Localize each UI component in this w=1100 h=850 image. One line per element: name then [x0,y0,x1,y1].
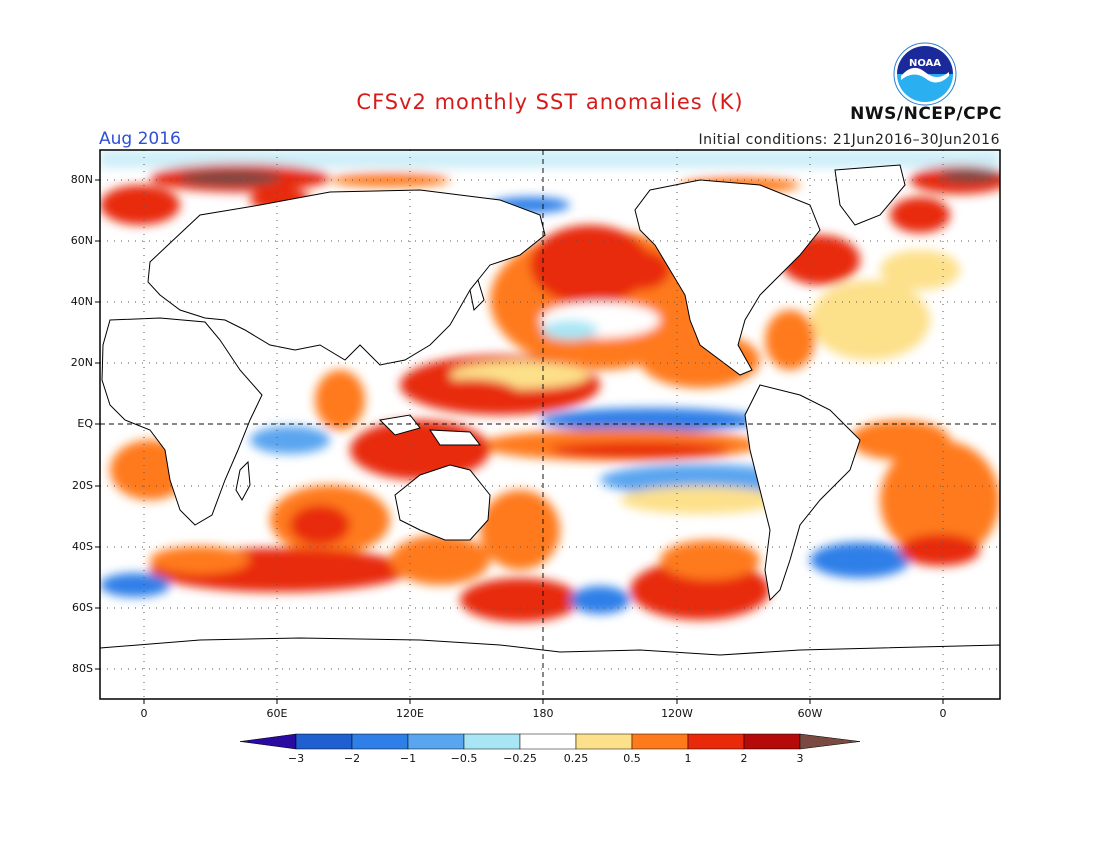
colorbar-swatch [295,733,353,750]
colorbar-label: 0.5 [623,752,641,765]
colorbar-label: 2 [740,752,748,765]
svg-text:NOAA: NOAA [909,58,941,69]
colorbar-swatch [687,733,745,750]
colorbar-swatch [519,733,577,750]
initial-conditions-label: Initial conditions: 21Jun2016–30Jun2016 [698,132,1000,148]
lat-label-80n: 80N [70,173,93,186]
lat-label-eq: EQ [77,417,93,430]
lon-label-60w: 60W [797,707,823,720]
noaa-logo-icon: NOAA [893,42,957,106]
colorbar-swatch [631,733,689,750]
lat-label-20n: 20N [70,356,93,369]
colorbar-label: −2 [343,752,361,765]
lat-label-60n: 60N [70,234,93,247]
lon-label-120w: 120W [661,707,693,720]
colorbar-label: −1 [399,752,417,765]
colorbar-label: 1 [684,752,692,765]
colorbar-swatch [575,733,633,750]
colorbar-label: −0.5 [450,752,478,765]
colorbar-lower-extend [239,733,297,750]
colorbar-swatch [407,733,465,750]
lat-label-40n: 40N [70,295,93,308]
colorbar-label: −3 [287,752,305,765]
colorbar-swatch [463,733,521,750]
valid-month-label: Aug 2016 [99,129,181,149]
lat-label-20s: 20S [72,479,93,492]
lat-label-80s: 80S [72,662,93,675]
colorbar-upper-extend [799,733,861,750]
colorbar-label: −0.25 [503,752,537,765]
lat-label-60s: 60S [72,601,93,614]
colorbar-swatch [351,733,409,750]
lon-label-180: 180 [532,707,554,720]
colorbar-label: 3 [796,752,804,765]
lon-label-60e: 60E [266,707,288,720]
agency-label: NWS/NCEP/CPC [850,104,1002,124]
lon-label-0-east: 0 [939,707,947,720]
map-title: CFSv2 monthly SST anomalies (K) [356,90,744,114]
lon-label-120e: 120E [396,707,424,720]
colorbar-label: 0.25 [563,752,589,765]
colorbar-swatch [743,733,801,750]
lat-label-40s: 40S [72,540,93,553]
lon-label-0: 0 [140,707,148,720]
